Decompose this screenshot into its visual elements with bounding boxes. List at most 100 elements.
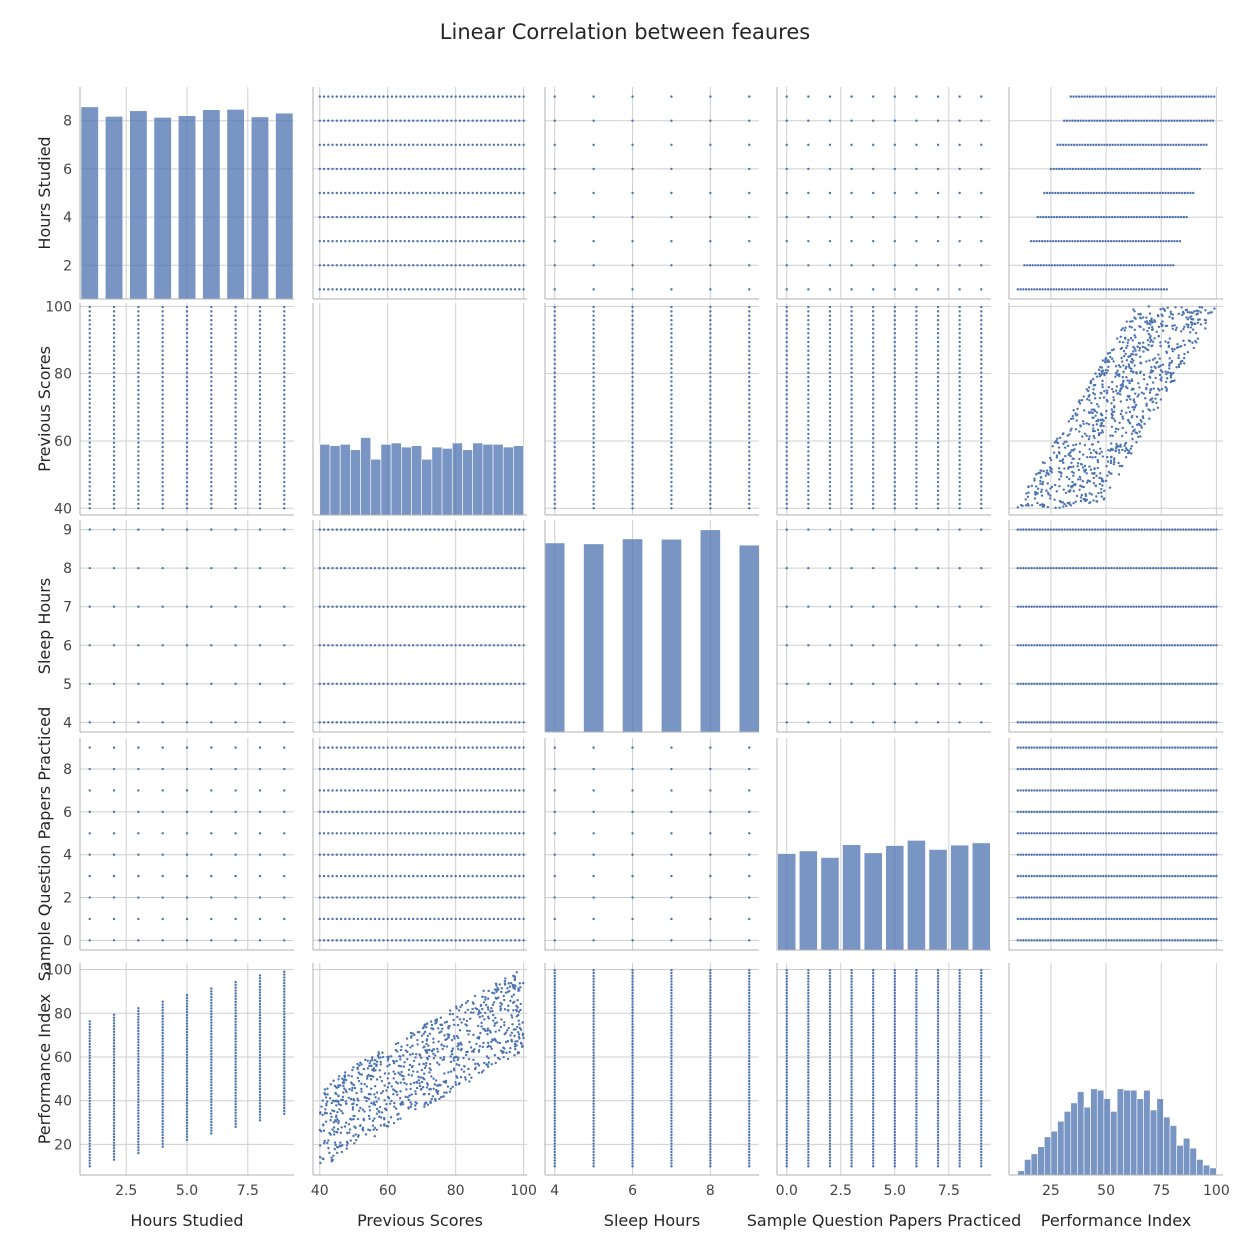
data-point (1033, 917, 1036, 921)
data-point (454, 264, 457, 267)
data-point (365, 644, 368, 647)
data-point (1101, 455, 1105, 458)
data-point (475, 191, 479, 195)
data-point (258, 388, 262, 392)
data-point (936, 388, 940, 392)
data-point (356, 119, 360, 122)
data-point (1033, 479, 1036, 482)
data-point (258, 767, 262, 771)
data-point (437, 239, 440, 243)
data-point (1168, 361, 1171, 365)
data-point (1132, 399, 1136, 402)
data-point (258, 371, 262, 374)
data-point (1121, 415, 1124, 418)
data-point (361, 721, 364, 724)
data-point (356, 853, 360, 856)
data-point (339, 528, 343, 531)
data-point (88, 566, 91, 570)
data-point (553, 406, 556, 409)
data-point (348, 832, 351, 835)
data-point (450, 746, 453, 749)
data-point (1113, 288, 1116, 291)
data-point (1119, 143, 1123, 147)
data-point (1061, 143, 1065, 147)
data-point (335, 566, 338, 570)
data-point (210, 767, 213, 771)
data-point (428, 167, 432, 171)
data-point (437, 644, 440, 647)
data-point (210, 362, 213, 366)
data-point (1113, 419, 1117, 422)
data-point (471, 682, 474, 686)
data-point (1069, 454, 1072, 458)
data-point (1121, 417, 1125, 420)
data-point (1154, 397, 1157, 400)
data-point (1090, 119, 1093, 122)
data-point (454, 288, 457, 291)
data-point (1086, 398, 1089, 401)
data-point (1138, 325, 1141, 328)
data-point (958, 305, 961, 309)
data-point (785, 644, 788, 647)
data-point (850, 644, 853, 647)
data-point (88, 939, 91, 942)
data-point (412, 832, 415, 835)
data-point (210, 323, 213, 326)
data-point (1052, 528, 1055, 531)
data-point (450, 239, 453, 243)
data-point (828, 507, 832, 510)
data-point (441, 896, 445, 899)
data-point (1184, 308, 1188, 312)
data-point (1177, 143, 1181, 147)
data-point (1069, 566, 1072, 570)
data-point (1085, 119, 1088, 122)
data-point (936, 502, 940, 506)
data-point (709, 853, 712, 856)
data-point (958, 371, 961, 374)
data-point (1075, 143, 1079, 147)
data-point (1142, 416, 1145, 420)
data-point (1157, 939, 1160, 942)
data-point (631, 388, 634, 392)
data-point (1195, 605, 1199, 608)
data-point (522, 682, 525, 686)
histogram-bar (738, 544, 760, 733)
data-point (1107, 288, 1111, 291)
data-point (936, 432, 940, 436)
data-point (893, 397, 897, 401)
data-point (1027, 288, 1031, 291)
data-point (828, 502, 832, 506)
data-point (112, 423, 116, 427)
data-point (484, 721, 487, 724)
data-point (893, 423, 897, 427)
data-point (496, 191, 500, 195)
data-point (980, 314, 983, 317)
data-point (112, 682, 116, 686)
data-point (1091, 939, 1094, 942)
data-point (386, 288, 389, 291)
data-point (709, 419, 712, 422)
data-point (1184, 528, 1188, 531)
data-point (1151, 721, 1155, 724)
data-point (1164, 380, 1168, 384)
data-point (1102, 480, 1105, 483)
data-point (1191, 311, 1194, 315)
data-point (386, 939, 389, 942)
data-point (1100, 487, 1103, 491)
data-point (234, 415, 237, 418)
data-point (1127, 338, 1130, 342)
data-point (1184, 605, 1188, 608)
data-point (137, 419, 140, 422)
data-point (433, 896, 436, 899)
data-point (915, 305, 918, 309)
data-point (1199, 95, 1202, 98)
data-point (437, 810, 440, 814)
data-point (807, 371, 810, 374)
data-point (420, 874, 423, 878)
data-point (670, 445, 673, 449)
data-point (748, 939, 751, 942)
data-point (670, 332, 673, 335)
data-point (1148, 605, 1152, 608)
data-point (915, 480, 918, 484)
data-point (352, 853, 355, 856)
